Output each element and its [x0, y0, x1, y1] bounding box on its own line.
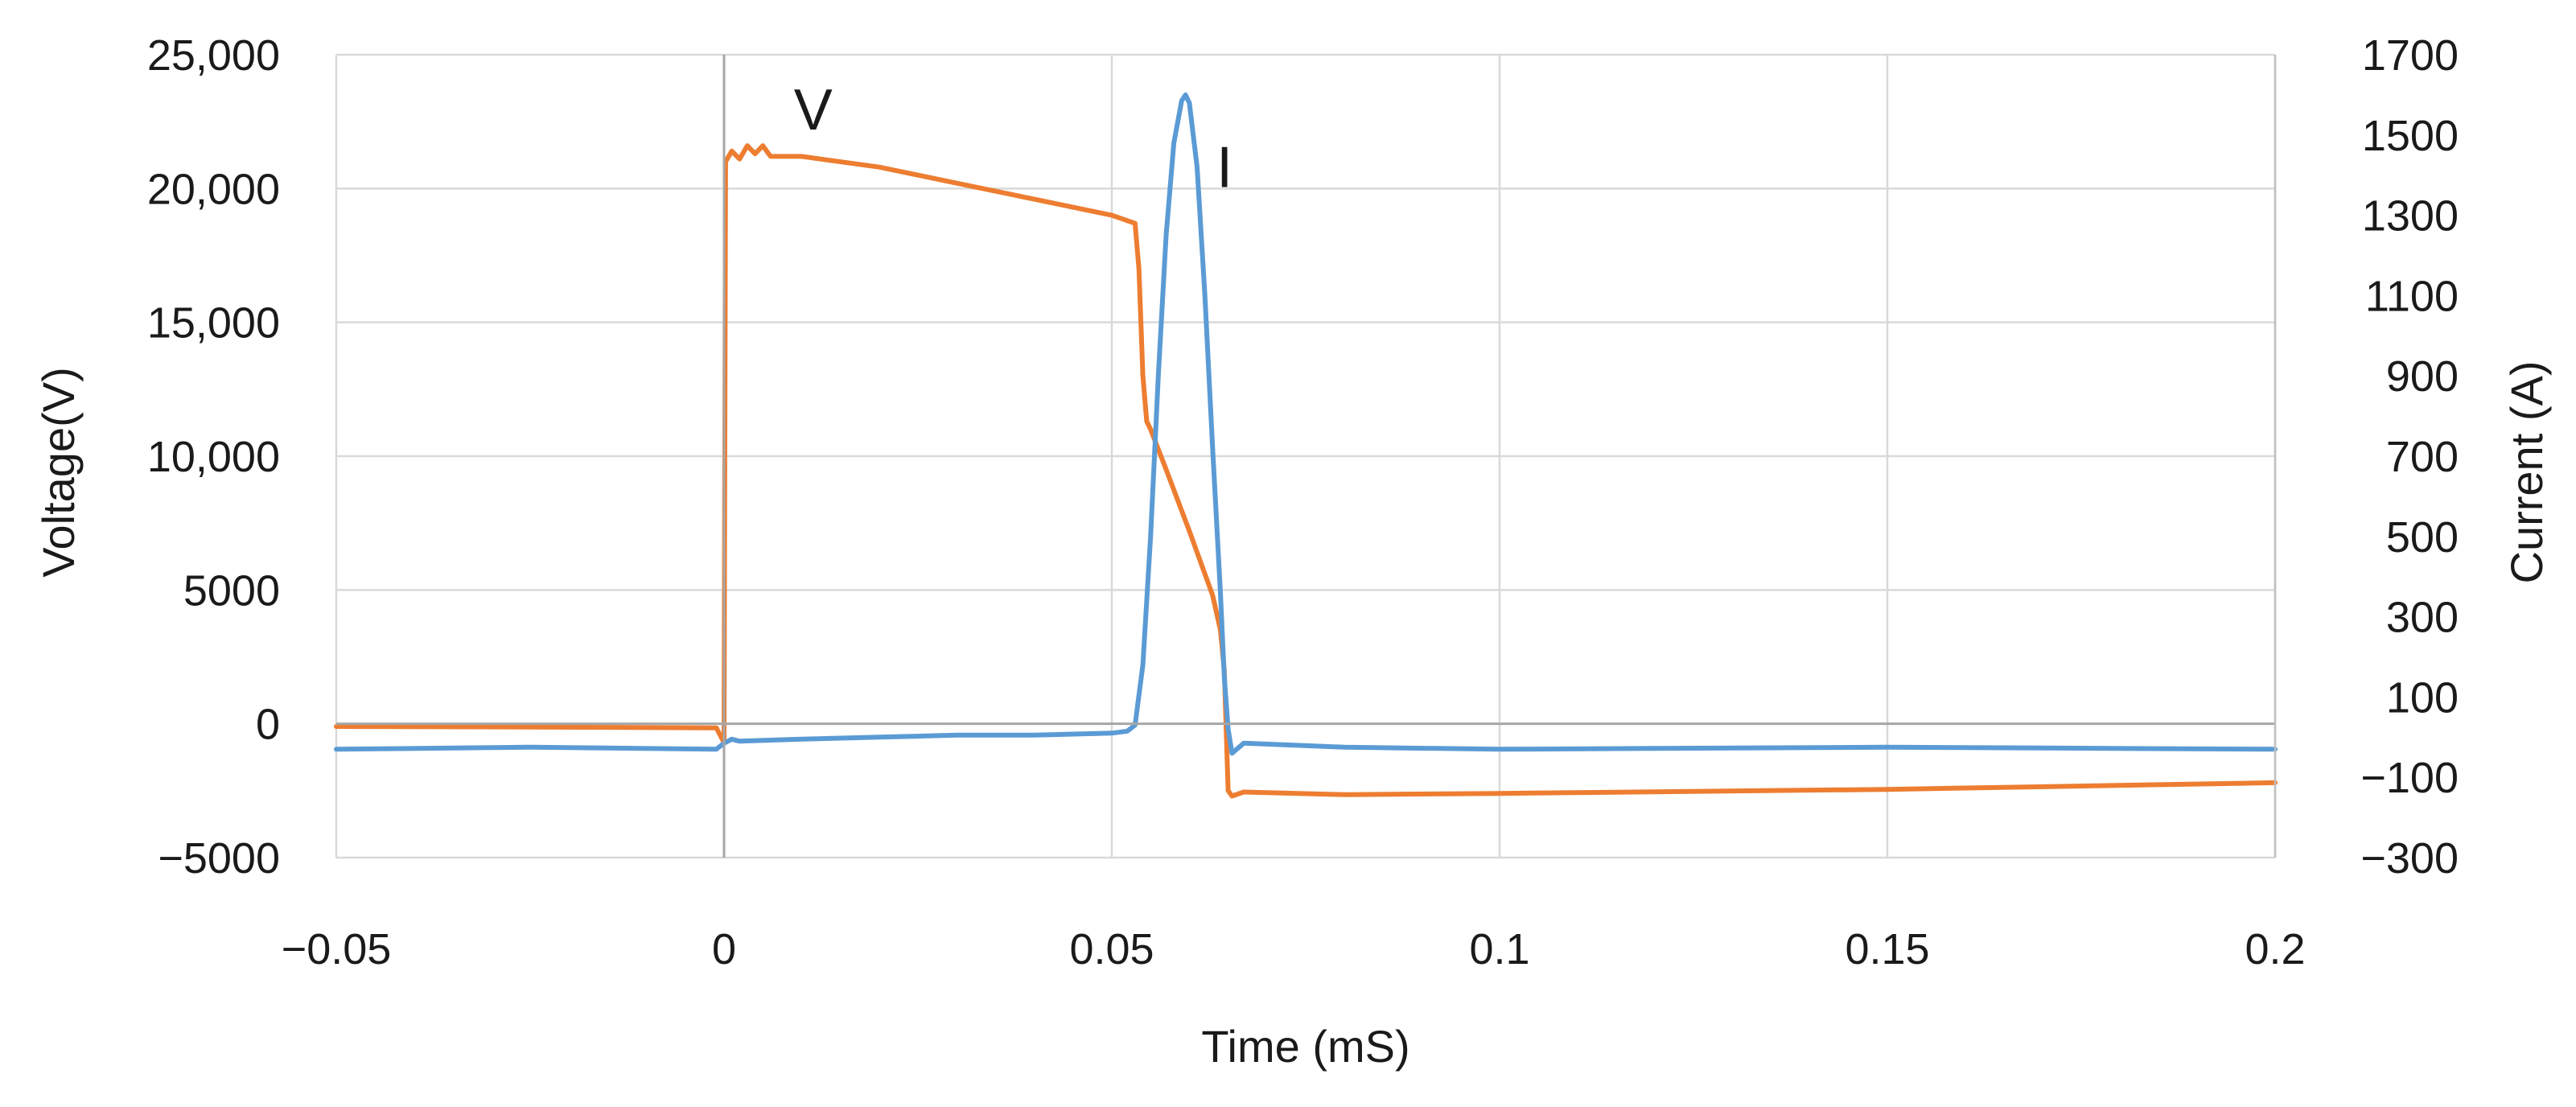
series-line-current [334, 92, 2278, 756]
labels: Time (mS) Voltage(V) Current (A) V I [33, 78, 2552, 1072]
y2-tick-label: −300 [2360, 834, 2459, 883]
y2-tick-label: 900 [2386, 352, 2459, 401]
y-tick-label: 20,000 [147, 165, 280, 213]
y-tick-label: 0 [256, 701, 280, 749]
y2-tick-label: 1300 [2362, 192, 2459, 241]
series-label-voltage: V [794, 78, 833, 142]
y2-tick-label: −100 [2360, 754, 2459, 802]
y2-tick-label: 1500 [2362, 112, 2459, 160]
series-label-current: I [1216, 136, 1232, 200]
x-tick-label: 0.05 [1069, 925, 1154, 973]
y-tick-label: 25,000 [147, 31, 280, 80]
x-tick-label: 0.1 [1469, 925, 1529, 973]
x-tick-label: 0.2 [2245, 925, 2305, 973]
series-line-voltage [334, 143, 2278, 799]
y-tick-label: 10,000 [147, 433, 280, 481]
y2-tick-label: 1100 [2365, 272, 2459, 320]
y-tick-label: 5000 [183, 566, 280, 615]
y2-tick-label: 700 [2386, 433, 2459, 481]
x-tick-label: 0 [712, 925, 736, 973]
x-tick-label: −0.05 [282, 925, 392, 973]
x-tick-label: 0.15 [1845, 925, 1929, 973]
axes: −50000500010,00015,00020,00025,000−300−1… [147, 31, 2459, 973]
y2-tick-label: 1700 [2362, 31, 2459, 80]
y2-tick-label: 500 [2386, 513, 2459, 562]
y-tick-label: 15,000 [147, 299, 280, 348]
y2-tick-label: 100 [2386, 673, 2459, 722]
gridlines [335, 53, 2277, 859]
x-axis-title: Time (mS) [1201, 1021, 1409, 1072]
y-tick-label: −5000 [158, 834, 280, 883]
y2-tick-label: 300 [2386, 594, 2459, 642]
series-lines [334, 92, 2278, 799]
y2-axis-title: Current (A) [2501, 361, 2552, 584]
y-axis-title: Voltage(V) [33, 367, 84, 578]
